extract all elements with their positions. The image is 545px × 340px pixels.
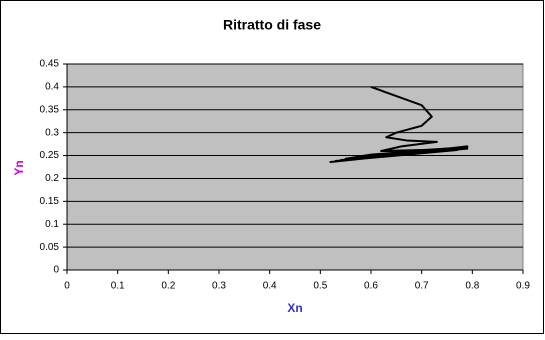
y-tick-label: 0.2 — [45, 173, 59, 184]
y-tick-label: 0.3 — [45, 127, 59, 138]
y-tick-label: 0.25 — [40, 150, 60, 161]
y-tick-label: 0.1 — [45, 219, 59, 230]
x-tick-label: 0.7 — [415, 281, 429, 292]
x-tick-label: 0.5 — [313, 281, 327, 292]
y-tick-label: 0.15 — [40, 196, 60, 207]
y-axis-label: Yn — [12, 160, 26, 175]
x-tick-label: 0 — [64, 281, 70, 292]
x-tick-label: 0.1 — [111, 281, 125, 292]
y-tick-label: 0.45 — [40, 59, 60, 70]
y-tick-label: 0.35 — [40, 104, 60, 115]
x-tick-label: 0.4 — [263, 281, 277, 292]
x-tick-label: 0.9 — [516, 281, 530, 292]
x-axis-label: Xn — [287, 301, 302, 315]
series-line — [329, 85, 469, 163]
x-tick-label: 0.3 — [212, 281, 226, 292]
x-tick-label: 0.8 — [465, 281, 479, 292]
y-tick-label: 0.4 — [45, 82, 59, 93]
chart-title: Ritratto di fase — [223, 17, 321, 33]
y-tick-label: 0 — [53, 265, 59, 276]
x-tick-label: 0.6 — [364, 281, 378, 292]
plot-area — [66, 63, 524, 271]
x-tick-label: 0.2 — [161, 281, 175, 292]
y-tick-label: 0.05 — [40, 242, 60, 253]
